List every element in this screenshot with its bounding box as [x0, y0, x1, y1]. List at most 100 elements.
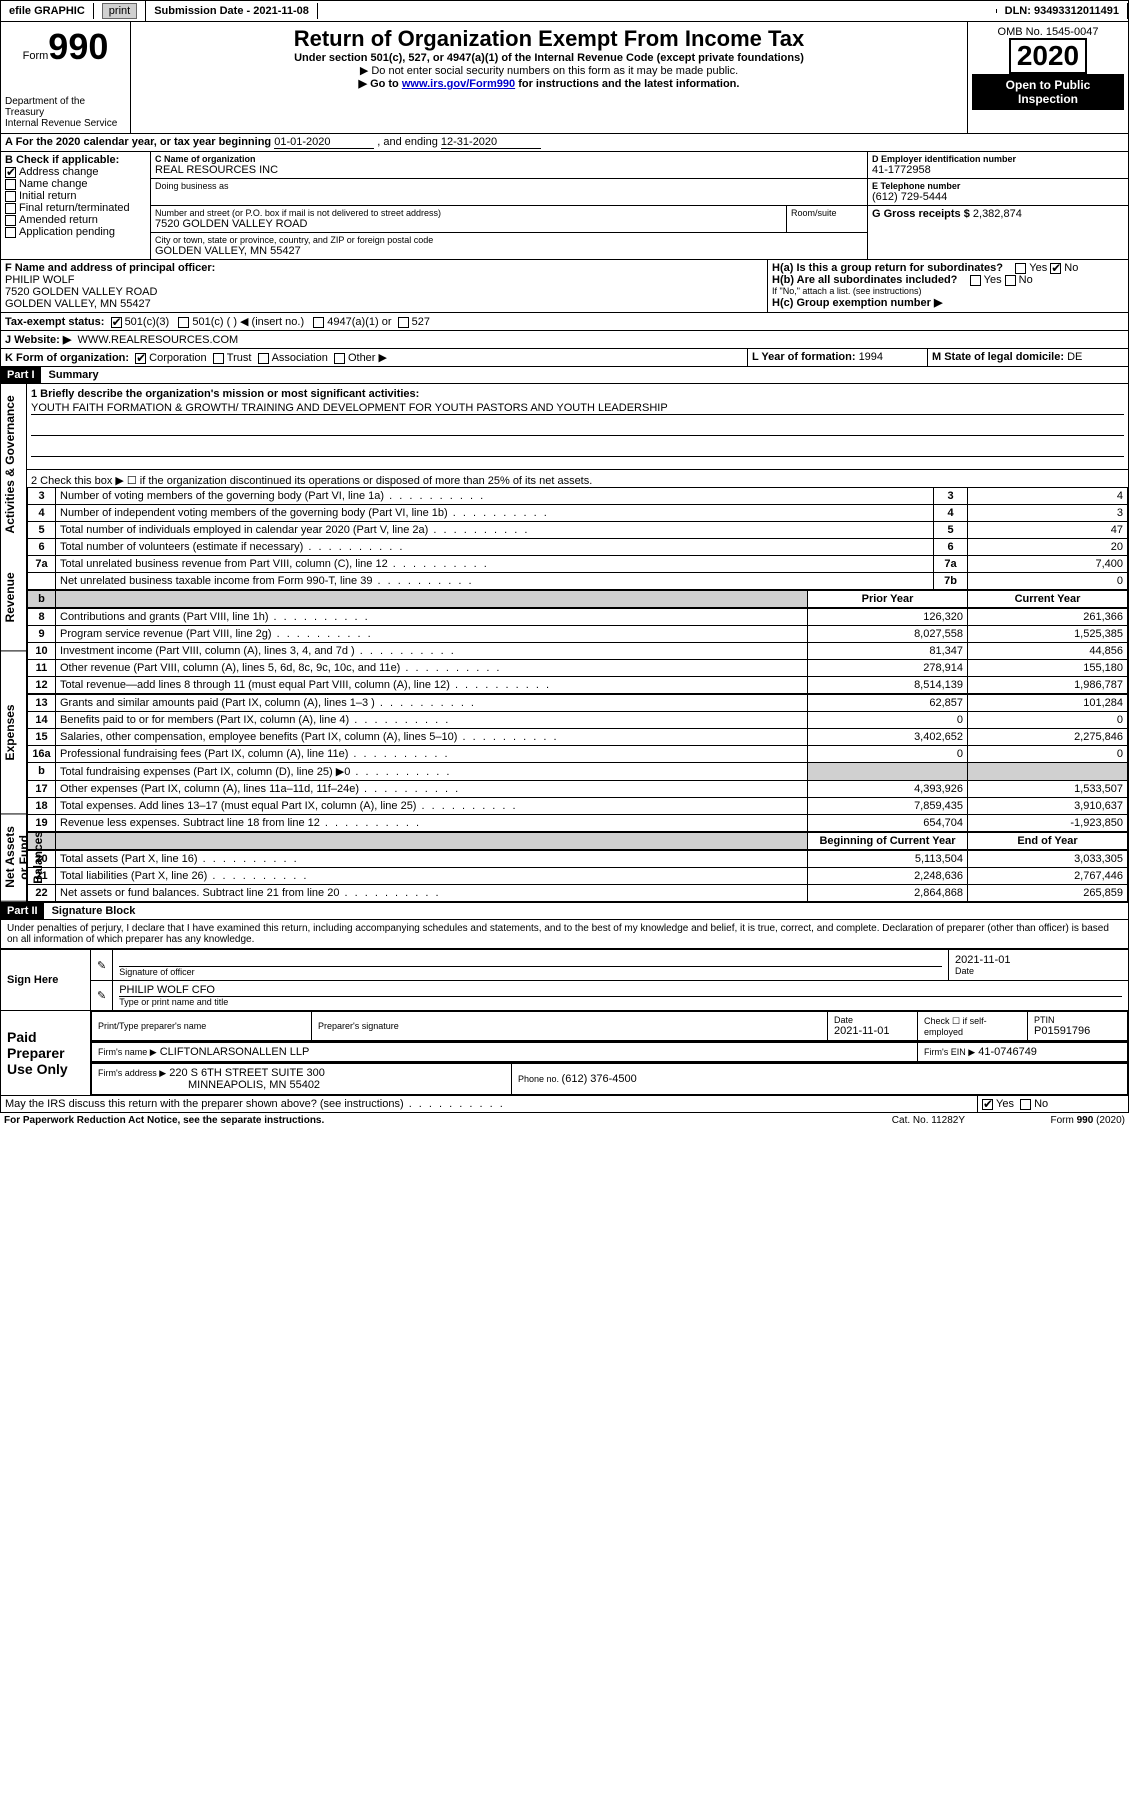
table-row: 12Total revenue—add lines 8 through 11 (…: [28, 677, 1128, 694]
ha-no[interactable]: [1050, 263, 1061, 274]
i-501c3[interactable]: [111, 317, 122, 328]
section-h: H(a) Is this a group return for subordin…: [768, 260, 1128, 312]
dept-line1: Department of the: [5, 96, 126, 107]
dept-line2: Treasury: [5, 107, 126, 118]
col-boy: Beginning of Current Year: [808, 833, 968, 850]
table-row: 5Total number of individuals employed in…: [28, 522, 1128, 539]
checkbox-name-change[interactable]: [5, 179, 16, 190]
firm-addr2: MINNEAPOLIS, MN 55402: [188, 1079, 320, 1091]
irs-link[interactable]: www.irs.gov/Form990: [402, 78, 515, 90]
form-subtitle: Under section 501(c), 527, or 4947(a)(1)…: [135, 52, 963, 64]
k-trust[interactable]: [213, 353, 224, 364]
ptin: P01591796: [1034, 1025, 1121, 1037]
prep-date: 2021-11-01: [834, 1025, 911, 1037]
line-a: A For the 2020 calendar year, or tax yea…: [0, 134, 1129, 152]
k-assoc[interactable]: [258, 353, 269, 364]
footer: For Paperwork Reduction Act Notice, see …: [0, 1113, 1129, 1128]
k-corp[interactable]: [135, 353, 146, 364]
table-row: 4Number of independent voting members of…: [28, 505, 1128, 522]
form-word: Form: [23, 50, 49, 62]
section-f: F Name and address of principal officer:…: [1, 260, 768, 312]
sig-officer-label: Signature of officer: [119, 967, 942, 977]
checkbox-application[interactable]: [5, 227, 16, 238]
ptin-label: PTIN: [1034, 1015, 1121, 1025]
table-row: 14Benefits paid to or for members (Part …: [28, 712, 1128, 729]
label-governance: Activities & Governance: [1, 384, 26, 545]
h-c: H(c) Group exemption number ▶: [772, 296, 1124, 309]
label-net-assets: Net Assets or Fund Balances: [1, 814, 26, 902]
firm-ein-label: Firm's EIN ▶: [924, 1047, 975, 1057]
checkbox-address-change[interactable]: [5, 167, 16, 178]
table-row: 15Salaries, other compensation, employee…: [28, 729, 1128, 746]
part-i-title: Summary: [41, 369, 99, 381]
checkbox-amended[interactable]: [5, 215, 16, 226]
dba-label: Doing business as: [155, 181, 863, 191]
officer-name: PHILIP WOLF: [5, 274, 763, 286]
i-501c[interactable]: [178, 317, 189, 328]
may-no[interactable]: [1020, 1099, 1031, 1110]
i-4947[interactable]: [313, 317, 324, 328]
checkbox-initial[interactable]: [5, 191, 16, 202]
spacer: [318, 9, 997, 13]
declaration: Under penalties of perjury, I declare th…: [0, 920, 1129, 949]
print-button[interactable]: print: [102, 3, 137, 19]
revenue-header: bPrior YearCurrent Year: [27, 590, 1128, 608]
pen-icon: ✎: [97, 960, 106, 972]
section-k: K Form of organization: Corporation Trus…: [1, 349, 748, 366]
q1-label: 1 Briefly describe the organization's mi…: [31, 388, 1124, 400]
section-deg: D Employer identification number 41-1772…: [868, 152, 1128, 259]
table-row: 6Total number of volunteers (estimate if…: [28, 539, 1128, 556]
table-row: 11Other revenue (Part VIII, column (A), …: [28, 660, 1128, 677]
officer-addr1: 7520 GOLDEN VALLEY ROAD: [5, 286, 763, 298]
side-labels: Activities & Governance Revenue Expenses…: [1, 384, 27, 902]
paid-preparer: Paid Preparer Use Only: [1, 1011, 91, 1096]
prep-sig-label: Preparer's signature: [318, 1021, 821, 1031]
name-label: Type or print name and title: [119, 996, 1122, 1007]
header-right: OMB No. 1545-0047 2020 Open to Public In…: [968, 22, 1128, 133]
section-fh: F Name and address of principal officer:…: [0, 260, 1129, 349]
table-row: 8Contributions and grants (Part VIII, li…: [28, 609, 1128, 626]
part-ii-label: Part II: [1, 903, 44, 919]
f-label: F Name and address of principal officer:: [5, 262, 763, 274]
state-domicile: DE: [1067, 351, 1082, 363]
tax-year-begin: 01-01-2020: [274, 136, 374, 149]
i-527[interactable]: [398, 317, 409, 328]
table-row: 10Investment income (Part VIII, column (…: [28, 643, 1128, 660]
q2: 2 Check this box ▶ ☐ if the organization…: [27, 470, 1128, 487]
sign-here: Sign Here: [1, 950, 91, 1011]
d-label: D Employer identification number: [872, 154, 1124, 164]
pen-icon-2: ✎: [97, 990, 106, 1002]
form-note2: ▶ Go to www.irs.gov/Form990 for instruct…: [135, 77, 963, 90]
q1-answer: YOUTH FAITH FORMATION & GROWTH/ TRAINING…: [31, 402, 1124, 415]
governance-table: 3Number of voting members of the governi…: [27, 487, 1128, 590]
h-note: If "No," attach a list. (see instruction…: [772, 286, 1124, 296]
org-name: REAL RESOURCES INC: [155, 164, 863, 176]
firm-ein: 41-0746749: [978, 1046, 1037, 1058]
footer-mid: Cat. No. 11282Y: [892, 1115, 965, 1126]
omb: OMB No. 1545-0047: [972, 26, 1124, 38]
firm-name: CLIFTONLARSONALLEN LLP: [160, 1046, 310, 1058]
hb-yes[interactable]: [970, 275, 981, 286]
may-discuss-text: May the IRS discuss this return with the…: [5, 1098, 505, 1110]
submission-date: Submission Date - 2021-11-08: [146, 3, 318, 19]
k-other[interactable]: [334, 353, 345, 364]
section-b: B Check if applicable: Address change Na…: [1, 152, 151, 259]
table-row: 7aTotal unrelated business revenue from …: [28, 556, 1128, 573]
table-row: 17Other expenses (Part IX, column (A), l…: [28, 781, 1128, 798]
officer-addr2: GOLDEN VALLEY, MN 55427: [5, 298, 763, 310]
hb-no[interactable]: [1005, 275, 1016, 286]
header-mid: Return of Organization Exempt From Incom…: [131, 22, 968, 133]
topbar: efile GRAPHIC print Submission Date - 20…: [0, 0, 1129, 22]
section-klm: K Form of organization: Corporation Trus…: [0, 349, 1129, 367]
website: WWW.REALRESOURCES.COM: [77, 334, 238, 346]
h-b: H(b) Are all subordinates included? Yes …: [772, 274, 1124, 286]
firm-addr-label: Firm's address ▶: [98, 1068, 166, 1078]
may-yes[interactable]: [982, 1099, 993, 1110]
table-row: 13Grants and similar amounts paid (Part …: [28, 695, 1128, 712]
checkbox-final[interactable]: [5, 203, 16, 214]
col-current: Current Year: [968, 591, 1128, 608]
ha-yes[interactable]: [1015, 263, 1026, 274]
table-row: 19Revenue less expenses. Subtract line 1…: [28, 815, 1128, 832]
may-discuss: May the IRS discuss this return with the…: [0, 1096, 1129, 1113]
self-employed: Check ☐ if self-employed: [918, 1012, 1028, 1041]
